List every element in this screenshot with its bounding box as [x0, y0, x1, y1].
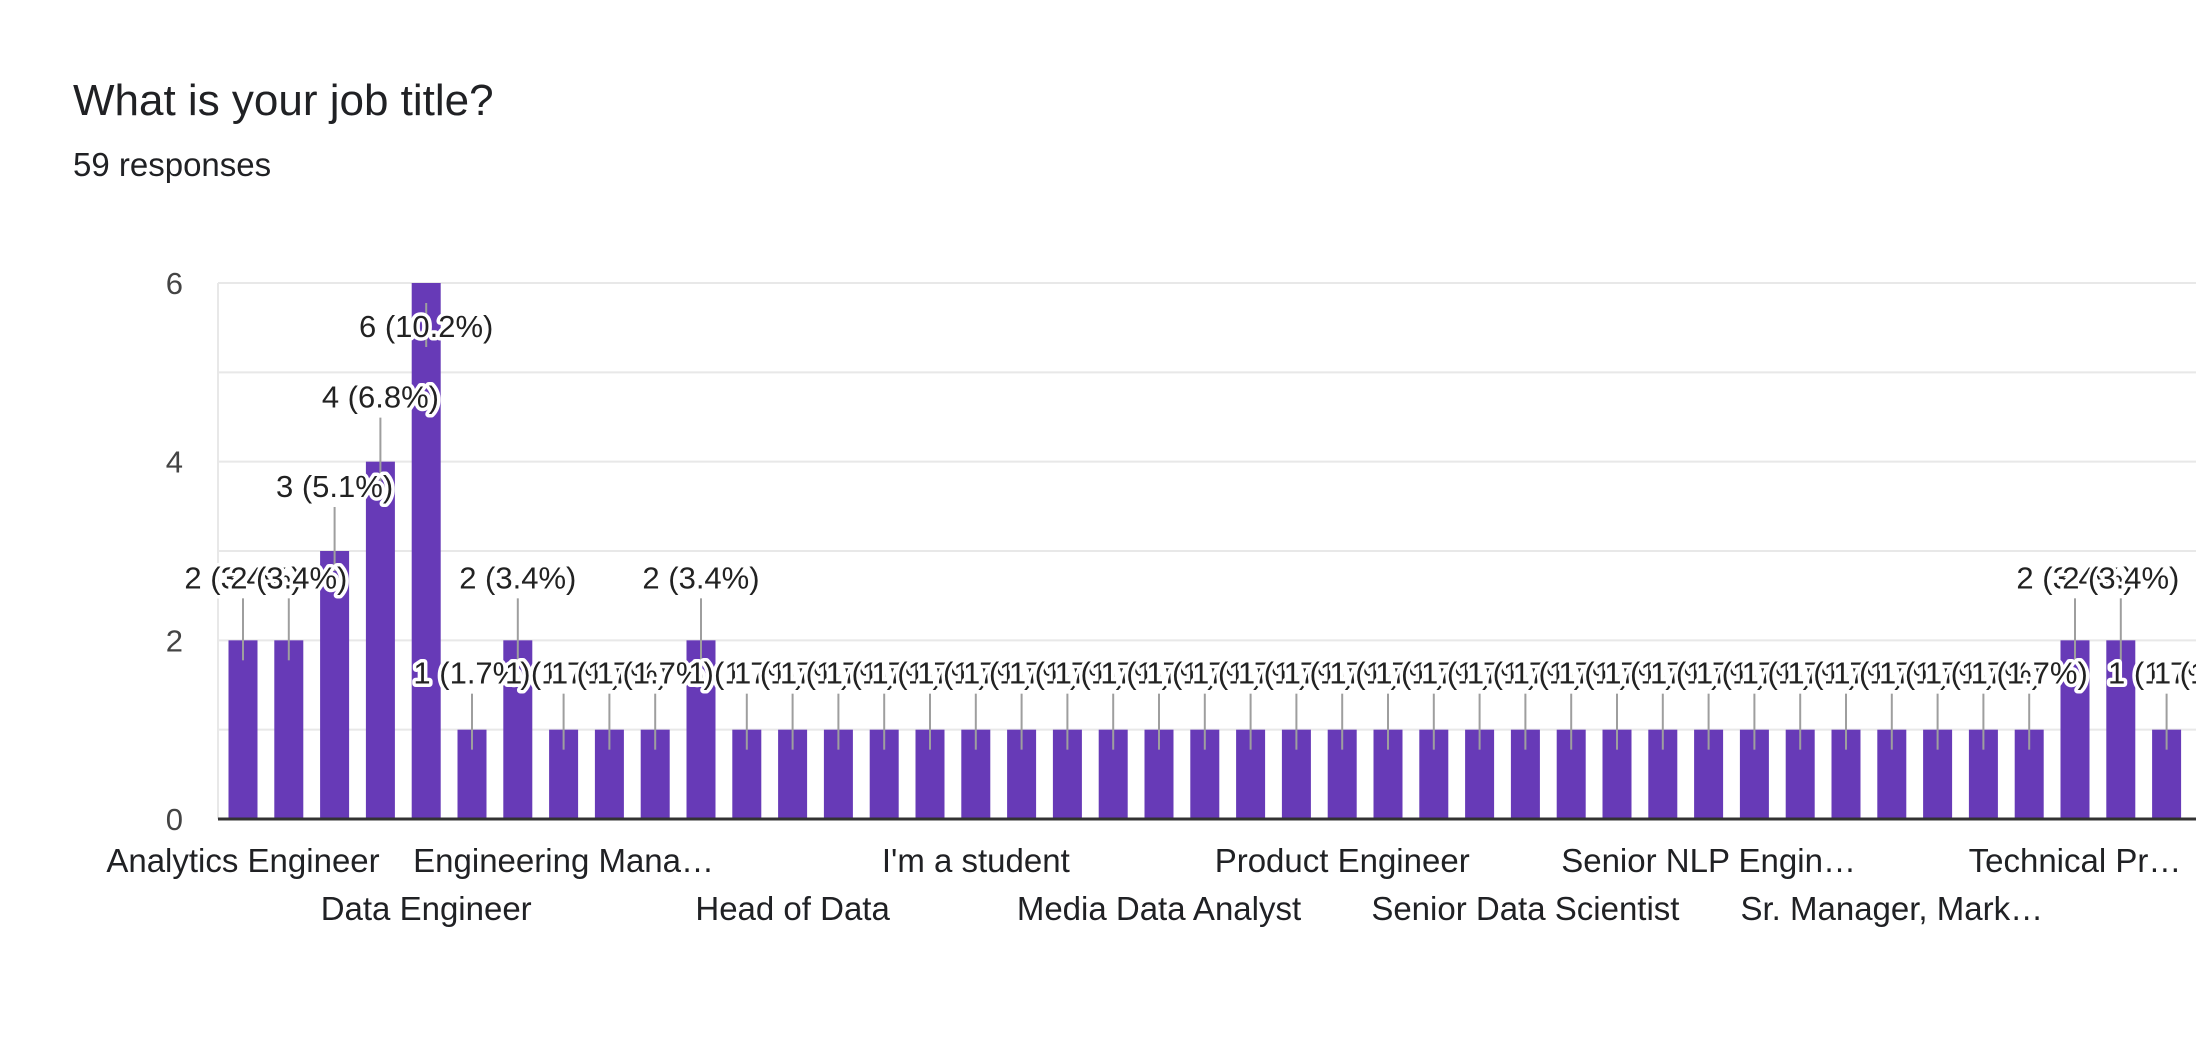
data-labels: 2 (3.4%)2 (3.4%)3 (5.1%)4 (6.8%)6 (10.2%…: [181, 306, 2196, 695]
data-label: 1 (1.7%): [826, 656, 943, 691]
x-category-label: Technical Pr…: [1969, 842, 2182, 879]
data-label: 1 (1.7%): [871, 656, 988, 691]
data-label: 1 (1.7%): [688, 656, 805, 691]
data-label: 1 (1.7%): [413, 656, 530, 691]
data-label: 2 (3.4%): [184, 560, 301, 595]
x-category-label: Data Engineer: [321, 890, 532, 927]
data-label: 1 (1.7%): [1558, 656, 1675, 691]
data-label: 1 (1.7%): [1513, 656, 1630, 691]
data-label: 1 (1.7%): [1284, 656, 1401, 691]
data-label: 1 (1.7%): [1925, 656, 2042, 691]
bar: [274, 640, 304, 819]
chart-title: What is your job title?: [73, 76, 494, 125]
response-count: 59 responses: [73, 146, 272, 183]
x-category-label: I'm a student: [882, 842, 1070, 879]
data-label: 1 (1.7%): [505, 656, 622, 691]
x-category-label: Media Data Analyst: [1017, 890, 1301, 927]
x-category-label: Analytics Engineer: [106, 842, 379, 879]
x-category-label: Head of Data: [695, 890, 890, 927]
data-label: 1 (1.7%): [1146, 656, 1263, 691]
data-label: 1 (1.7%): [2108, 656, 2196, 691]
data-label: 2 (3.4%): [459, 560, 576, 595]
bar: [411, 283, 441, 819]
bar: [2060, 640, 2090, 819]
data-label: 2 (3.4%): [2016, 560, 2133, 595]
data-label: 2 (3.4%): [642, 560, 759, 595]
bar: [365, 461, 395, 819]
data-label: 1 (1.7%): [1787, 656, 1904, 691]
data-label: 1 (1.7%): [551, 656, 668, 691]
gridlines: [217, 282, 2196, 819]
data-label: 1 (1.7%): [597, 656, 714, 691]
data-label: 3 (5.1%): [276, 469, 393, 504]
y-axis-ticks: 0 2 4 6: [166, 266, 183, 837]
data-label: 1 (1.7%): [2154, 656, 2196, 691]
data-label: 1 (1.7%): [1009, 656, 1126, 691]
y-tick-label: 0: [166, 802, 183, 837]
data-label: 1 (1.7%): [734, 656, 851, 691]
data-label: 2 (3.4%): [230, 560, 347, 595]
data-label: 1 (1.7%): [1971, 656, 2088, 691]
bar: [2106, 640, 2136, 819]
y-tick-label: 4: [166, 445, 183, 480]
data-label: 1 (1.7%): [1696, 656, 1813, 691]
y-tick-label: 2: [166, 623, 183, 658]
data-label: 6 (10.2%): [359, 309, 493, 344]
data-label-leaders: [242, 303, 2168, 750]
x-category-label: Engineering Mana…: [413, 842, 714, 879]
x-category-label: Sr. Manager, Mark…: [1740, 890, 2043, 927]
data-label: 1 (1.7%): [917, 656, 1034, 691]
data-label: 1 (1.7%): [1055, 656, 1172, 691]
data-label: 1 (1.7%): [1879, 656, 1996, 691]
bar: [228, 640, 258, 819]
data-label: 1 (1.7%): [1100, 656, 1217, 691]
data-label: 1 (1.7%): [1329, 656, 1446, 691]
data-label: 1 (1.7%): [780, 656, 897, 691]
data-label: 1 (1.7%): [1375, 656, 1492, 691]
data-label: 2 (3.4%): [2062, 560, 2179, 595]
x-category-label: Product Engineer: [1215, 842, 1470, 879]
data-label: 1 (1.7%): [1467, 656, 1584, 691]
data-label: 1 (1.7%): [1833, 656, 1950, 691]
bar: [503, 640, 533, 819]
bar: [686, 640, 716, 819]
y-tick-label: 6: [166, 266, 183, 301]
x-category-label: Senior Data Scientist: [1371, 890, 1679, 927]
data-label: 1 (1.7%): [1650, 656, 1767, 691]
x-axis-category-labels: Analytics Engineer Data Engineer Engineeri…: [106, 842, 2181, 927]
data-label: 1 (1.7%): [1192, 656, 1309, 691]
bar: [320, 551, 350, 819]
data-label: 1 (1.7%): [1742, 656, 1859, 691]
data-label: 1 (1.7%): [1604, 656, 1721, 691]
x-category-label: Senior NLP Engin…: [1561, 842, 1856, 879]
data-label: 1 (1.7%): [963, 656, 1080, 691]
data-label: 1 (1.7%): [1421, 656, 1538, 691]
data-label: 4 (6.8%): [322, 380, 439, 415]
data-label: 1 (1.7%): [1238, 656, 1355, 691]
